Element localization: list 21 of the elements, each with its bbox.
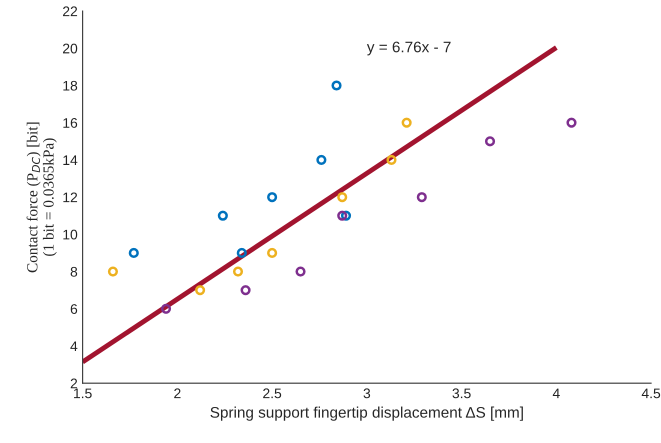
y-tick-label: 12 [63, 192, 78, 202]
x-tick-label: 3 [364, 388, 370, 398]
x-tick-label: 4.5 [642, 388, 660, 398]
y-tick-label: 20 [63, 44, 78, 54]
y-tick-label: 4 [70, 341, 78, 352]
x-axis-title: Spring support fingertip displacement ΔS [mm] [210, 406, 523, 421]
x-tick-label: 4 [552, 388, 560, 398]
y-tick-label: 18 [63, 80, 78, 91]
y-tick-label: 2 [70, 378, 78, 388]
y-axis-title: Contact force (P$_{DC}$) [bit] (1 bit = 0.0365kPa) [26, 122, 57, 272]
x-tick-label: 3.5 [452, 388, 471, 398]
x-tick-label: 2.5 [263, 388, 282, 398]
y-tick-label: 8 [70, 266, 78, 277]
y-tick-label: 10 [63, 230, 78, 240]
y-tick-label: 22 [63, 6, 78, 16]
x-tick-label: 1.5 [74, 388, 92, 398]
y-tick-label: 6 [70, 304, 78, 314]
y-tick-label: 16 [63, 118, 78, 128]
x-tick-label: 2 [174, 388, 181, 398]
y-tick-label: 14 [63, 155, 78, 165]
annotation: y = 6.76x - 7 [366, 42, 451, 56]
